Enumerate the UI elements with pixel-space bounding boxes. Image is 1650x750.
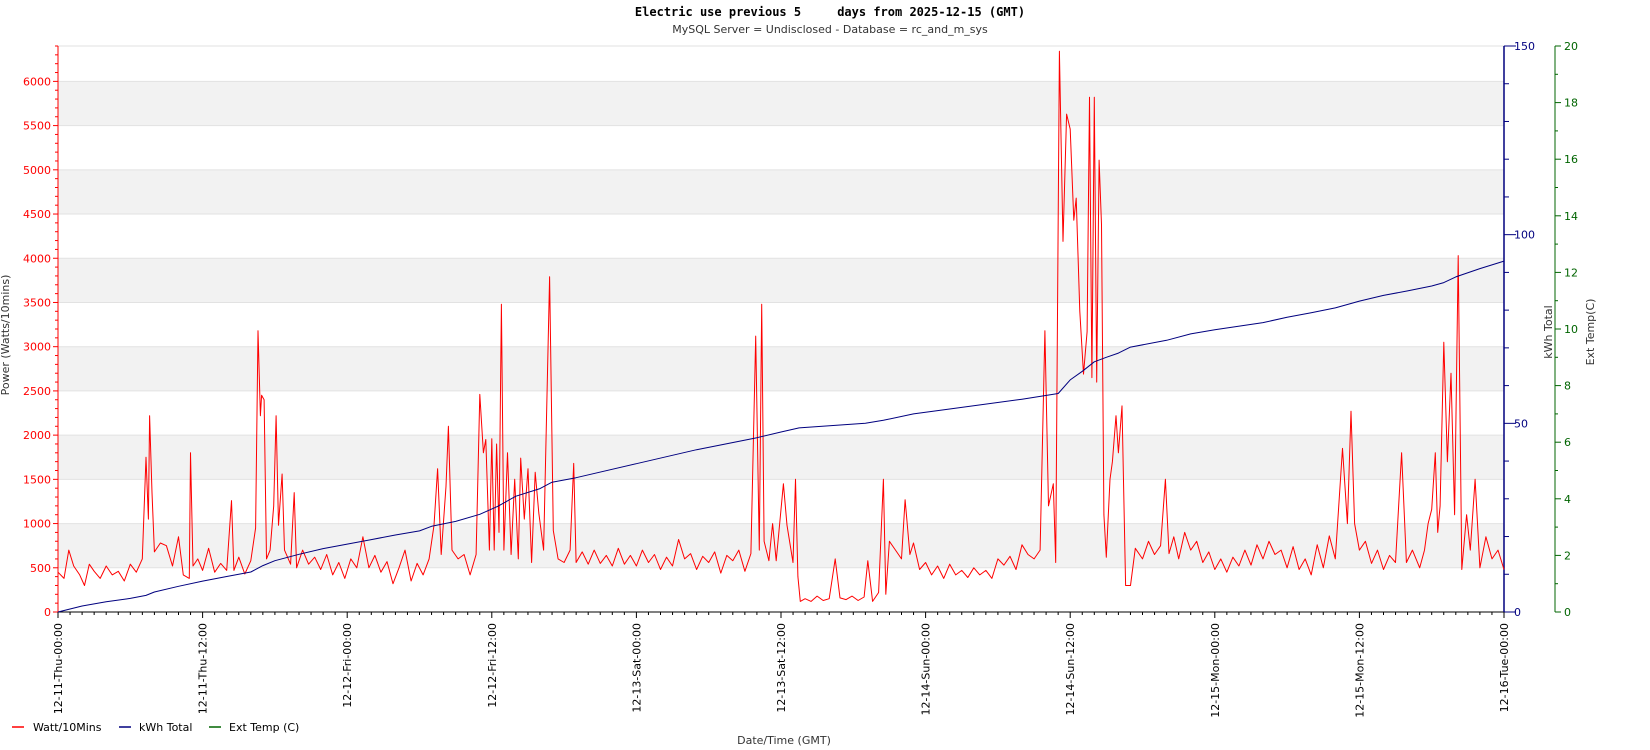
time-tick-label: 12-14-Sun-00:00 [920, 623, 933, 716]
temp-tick-label: 20 [1564, 40, 1578, 53]
power-tick-label: 3500 [23, 296, 51, 309]
grid-band [58, 214, 1504, 259]
chart-title: Electric use previous 5 days from 2025-1… [635, 5, 1025, 19]
kwh-tick-label: 0 [1514, 606, 1521, 619]
grid-bands [58, 45, 1504, 613]
y-axis-label-power: Power (Watts/10mins) [0, 275, 12, 396]
time-tick-label: 12-12-Fri-12:00 [486, 623, 499, 708]
power-tick-label: 2500 [23, 385, 51, 398]
temp-tick-label: 18 [1564, 97, 1578, 110]
power-axis: 0 500 1000 1500 2000 2500 3000 3500 4000 4500 5000… [23, 45, 58, 619]
grid-band [58, 390, 1504, 436]
power-tick-label: 5500 [23, 120, 51, 133]
grid-band [58, 346, 1504, 391]
time-axis: 12-11-Thu-00:00 12-11-Thu-12:00 12-12-Fri-… [52, 612, 1511, 718]
legend-item-temp[interactable]: Ext Temp (C) [209, 721, 299, 734]
grid-band [58, 46, 1504, 82]
temp-tick-label: 2 [1564, 549, 1571, 562]
temp-tick-label: 8 [1564, 380, 1571, 393]
temp-tick-label: 14 [1564, 210, 1578, 223]
kwh-tick-label: 150 [1514, 40, 1535, 53]
legend: Watt/10Mins kWh Total Ext Temp (C) [12, 721, 299, 734]
power-tick-label: 1000 [23, 518, 51, 531]
grid-band [58, 81, 1504, 126]
chart-subtitle: MySQL Server = Undisclosed - Database = … [672, 23, 988, 36]
kwh-axis: 0 50 100 150 [1504, 40, 1535, 619]
power-tick-label: 4500 [23, 208, 51, 221]
power-tick-label: 1500 [23, 473, 51, 486]
power-tick-label: 2000 [23, 429, 51, 442]
power-tick-label: 0 [44, 606, 51, 619]
time-tick-label: 12-14-Sun-12:00 [1064, 623, 1077, 716]
legend-label-watt: Watt/10Mins [33, 721, 102, 734]
grid-band [58, 302, 1504, 347]
time-tick-label: 12-15-Mon-12:00 [1353, 623, 1366, 718]
y-axis-label-temp: Ext Temp(C) [1584, 299, 1597, 366]
temp-tick-label: 16 [1564, 153, 1578, 166]
power-tick-label: 5000 [23, 164, 51, 177]
time-tick-label: 12-12-Fri-00:00 [341, 623, 354, 708]
temp-tick-label: 4 [1564, 493, 1571, 506]
temp-tick-label: 6 [1564, 436, 1571, 449]
temp-tick-label: 0 [1564, 606, 1571, 619]
watt-series-line [57, 50, 1505, 602]
power-tick-label: 4000 [23, 252, 51, 265]
x-axis-label: Date/Time (GMT) [737, 734, 831, 747]
time-tick-label: 12-15-Mon-00:00 [1209, 623, 1222, 718]
power-tick-label: 6000 [23, 75, 51, 88]
temp-tick-label: 10 [1564, 323, 1578, 336]
grid-band [58, 435, 1504, 480]
time-tick-label: 12-13-Sat-12:00 [775, 623, 788, 713]
grid-band [58, 258, 1504, 303]
grid-band [58, 125, 1504, 170]
kwh-tick-label: 100 [1514, 229, 1535, 242]
legend-item-kwh[interactable]: kWh Total [119, 721, 192, 734]
legend-item-watt[interactable]: Watt/10Mins [12, 721, 102, 734]
time-tick-label: 12-16-Tue-00:00 [1498, 623, 1511, 712]
series-lines [57, 50, 1505, 613]
time-tick-label: 12-11-Thu-00:00 [52, 623, 65, 714]
power-tick-label: 500 [30, 562, 51, 575]
kwh-tick-label: 50 [1514, 417, 1528, 430]
temp-axis: 0 2 4 6 8 10 12 14 16 18 20 [1555, 40, 1578, 619]
temp-tick-label: 12 [1564, 266, 1578, 279]
power-tick-label: 3000 [23, 341, 51, 354]
time-tick-label: 12-11-Thu-12:00 [197, 623, 210, 714]
y-axis-label-kwh: kWh Total [1542, 305, 1555, 358]
grid-band [58, 567, 1504, 612]
legend-label-kwh: kWh Total [139, 721, 192, 734]
grid-band [58, 169, 1504, 215]
grid-band [58, 479, 1504, 524]
legend-label-temp: Ext Temp (C) [229, 721, 299, 734]
kwh-series-line [57, 260, 1505, 613]
time-tick-label: 12-13-Sat-00:00 [630, 623, 643, 713]
